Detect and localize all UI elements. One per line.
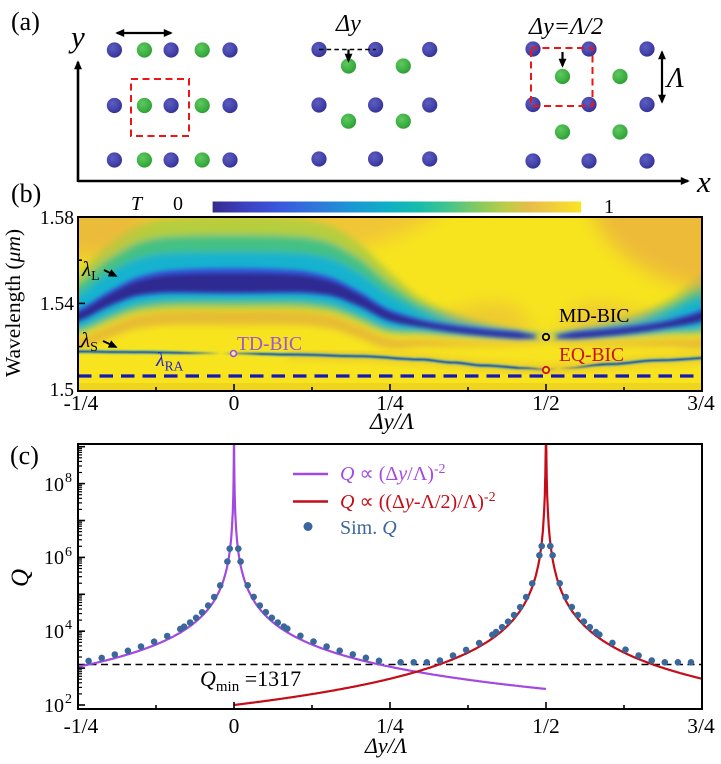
svg-text:Q ∝ ((Δy-Λ/2)/Λ)-2: Q ∝ ((Δy-Λ/2)/Λ)-2	[340, 490, 496, 513]
svg-text:MD-BIC: MD-BIC	[559, 306, 629, 327]
svg-text:1/4: 1/4	[376, 714, 404, 738]
svg-text:T: T	[131, 193, 144, 215]
svg-text:10: 10	[44, 474, 64, 496]
svg-text:(c): (c)	[10, 441, 39, 470]
svg-text:Λ: Λ	[664, 63, 684, 94]
svg-text:Δy=Λ/2: Δy=Λ/2	[528, 14, 603, 40]
svg-text:Q ∝ (Δy/Λ)-2: Q ∝ (Δy/Λ)-2	[340, 462, 446, 485]
svg-text:Wavelength (μm): Wavelength (μm)	[1, 229, 25, 377]
svg-text:Δy/Λ: Δy/Λ	[369, 409, 414, 434]
svg-text:8: 8	[65, 471, 72, 486]
svg-text:6: 6	[65, 545, 72, 560]
svg-text:10: 10	[44, 695, 64, 717]
svg-text:0: 0	[173, 193, 183, 215]
svg-text:3/4: 3/4	[687, 391, 715, 415]
svg-text:1/4: 1/4	[376, 391, 404, 415]
svg-text:10: 10	[44, 547, 64, 569]
svg-text:Q: Q	[7, 569, 34, 587]
svg-text:Δy/Λ: Δy/Λ	[364, 733, 408, 758]
svg-text:Sim. Q: Sim. Q	[340, 517, 397, 539]
svg-text:Δy: Δy	[335, 11, 361, 37]
svg-text:1/2: 1/2	[532, 714, 559, 738]
svg-text:1.54: 1.54	[40, 294, 74, 315]
svg-text:3/4: 3/4	[687, 714, 715, 738]
svg-text:4: 4	[65, 618, 72, 633]
svg-text:0: 0	[229, 714, 240, 738]
svg-text:10: 10	[44, 621, 64, 643]
svg-text:-1/4: -1/4	[64, 714, 99, 738]
svg-text:(b): (b)	[11, 179, 41, 208]
svg-text:TD-BIC: TD-BIC	[237, 334, 302, 355]
svg-text:(a): (a)	[11, 7, 40, 36]
svg-text:1.58: 1.58	[40, 208, 74, 229]
svg-text:-1/4: -1/4	[64, 391, 99, 415]
svg-text:2: 2	[65, 692, 72, 707]
svg-text:EQ-BIC: EQ-BIC	[559, 345, 624, 366]
svg-text:0: 0	[229, 391, 240, 415]
svg-text:y: y	[68, 19, 85, 54]
svg-text:1/2: 1/2	[532, 391, 559, 415]
svg-text:x: x	[696, 164, 711, 199]
svg-text:1: 1	[604, 196, 614, 218]
svg-text:Qmin =1317: Qmin =1317	[200, 666, 301, 695]
svg-text:1.5: 1.5	[50, 380, 74, 401]
